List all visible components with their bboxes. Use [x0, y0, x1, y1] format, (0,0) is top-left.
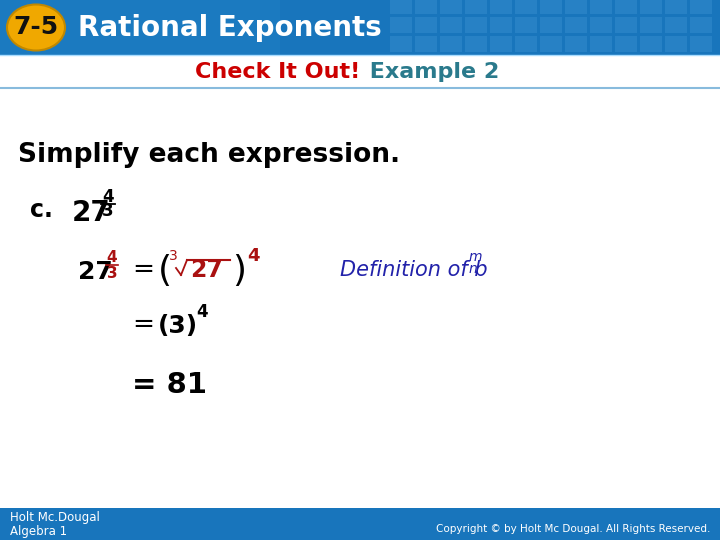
Text: 27: 27 — [190, 258, 223, 282]
FancyBboxPatch shape — [615, 17, 637, 33]
Text: (3): (3) — [158, 314, 198, 338]
Text: Rational Exponents: Rational Exponents — [78, 14, 382, 42]
Text: 27: 27 — [78, 260, 113, 284]
Text: c.: c. — [30, 198, 53, 222]
FancyBboxPatch shape — [465, 0, 487, 14]
FancyBboxPatch shape — [490, 36, 512, 52]
FancyBboxPatch shape — [565, 17, 587, 33]
FancyBboxPatch shape — [665, 17, 687, 33]
FancyBboxPatch shape — [0, 508, 720, 540]
Text: 4: 4 — [196, 303, 207, 321]
Text: m: m — [469, 250, 482, 264]
Text: 3: 3 — [102, 202, 114, 220]
FancyBboxPatch shape — [440, 0, 462, 14]
Text: 7-5: 7-5 — [14, 16, 58, 39]
Text: Algebra 1: Algebra 1 — [10, 525, 67, 538]
Text: Check It Out!: Check It Out! — [194, 62, 360, 82]
Text: Copyright © by Holt Mc Dougal. All Rights Reserved.: Copyright © by Holt Mc Dougal. All Right… — [436, 524, 710, 534]
FancyBboxPatch shape — [540, 36, 562, 52]
FancyBboxPatch shape — [0, 0, 280, 55]
FancyBboxPatch shape — [440, 17, 462, 33]
FancyBboxPatch shape — [540, 0, 562, 14]
Text: (: ( — [158, 254, 172, 288]
FancyBboxPatch shape — [465, 36, 487, 52]
FancyBboxPatch shape — [615, 0, 637, 14]
Text: 3: 3 — [169, 249, 178, 263]
FancyBboxPatch shape — [665, 36, 687, 52]
FancyBboxPatch shape — [640, 17, 662, 33]
Text: = 81: = 81 — [132, 371, 207, 399]
FancyBboxPatch shape — [565, 0, 587, 14]
Text: 27: 27 — [72, 199, 111, 227]
FancyBboxPatch shape — [0, 0, 720, 55]
Text: Example 2: Example 2 — [362, 62, 499, 82]
FancyBboxPatch shape — [690, 17, 712, 33]
FancyBboxPatch shape — [415, 0, 437, 14]
FancyBboxPatch shape — [515, 17, 537, 33]
Ellipse shape — [7, 4, 65, 51]
FancyBboxPatch shape — [565, 36, 587, 52]
FancyBboxPatch shape — [515, 0, 537, 14]
Text: =: = — [132, 312, 154, 338]
Text: Simplify each expression.: Simplify each expression. — [18, 142, 400, 168]
Text: Definition of b: Definition of b — [340, 260, 487, 280]
FancyBboxPatch shape — [515, 36, 537, 52]
FancyBboxPatch shape — [590, 36, 612, 52]
FancyBboxPatch shape — [590, 17, 612, 33]
Text: 3: 3 — [107, 266, 117, 280]
FancyBboxPatch shape — [640, 0, 662, 14]
FancyBboxPatch shape — [590, 0, 612, 14]
Text: n: n — [469, 262, 478, 276]
FancyBboxPatch shape — [690, 0, 712, 14]
FancyBboxPatch shape — [415, 36, 437, 52]
FancyBboxPatch shape — [540, 17, 562, 33]
FancyBboxPatch shape — [690, 36, 712, 52]
FancyBboxPatch shape — [415, 17, 437, 33]
FancyBboxPatch shape — [665, 0, 687, 14]
Text: 4: 4 — [247, 247, 259, 265]
FancyBboxPatch shape — [390, 36, 412, 52]
Text: =: = — [132, 257, 154, 283]
FancyBboxPatch shape — [640, 36, 662, 52]
FancyBboxPatch shape — [390, 0, 412, 14]
FancyBboxPatch shape — [440, 36, 462, 52]
Text: ): ) — [232, 254, 246, 288]
FancyBboxPatch shape — [490, 0, 512, 14]
Text: Holt Mc.Dougal: Holt Mc.Dougal — [10, 511, 100, 524]
Text: 4: 4 — [107, 251, 117, 266]
FancyBboxPatch shape — [390, 17, 412, 33]
Text: 4: 4 — [102, 188, 114, 206]
FancyBboxPatch shape — [615, 36, 637, 52]
FancyBboxPatch shape — [465, 17, 487, 33]
FancyBboxPatch shape — [490, 17, 512, 33]
